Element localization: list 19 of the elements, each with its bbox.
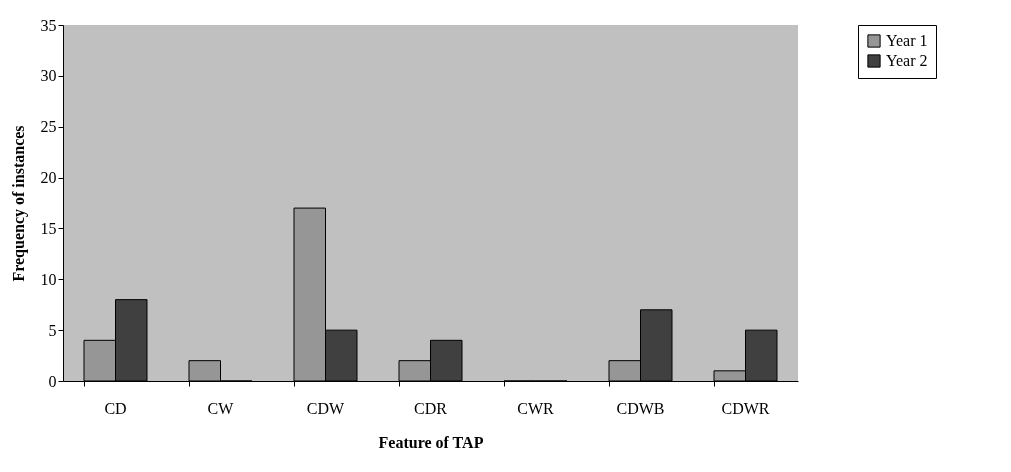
x-tick-label: CW [207,399,235,417]
x-axis-title: Feature of TAP [378,433,484,451]
y-tick-label: 5 [48,321,57,339]
y-tick-label: 25 [40,118,57,136]
x-tick-label: CWR [517,399,555,417]
y-tick-label: 35 [40,16,57,34]
x-tick-label: CDW [306,399,346,417]
y-axis-title: Frequency of instances [9,125,28,282]
x-tick-label: CDWB [616,399,665,417]
x-tick-label: CDR [414,399,448,417]
y-tick-label: 30 [40,67,57,85]
y-tick-label: 15 [40,219,57,237]
y-tick-label: 10 [40,270,57,288]
legend-label: Year 2 [886,52,928,69]
y-tick-label: 20 [40,169,57,187]
x-tick-label: CDWR [721,399,770,417]
x-tick-label: CD [104,399,127,417]
y-tick-label: 0 [48,372,57,390]
legend-label: Year 1 [886,32,928,49]
